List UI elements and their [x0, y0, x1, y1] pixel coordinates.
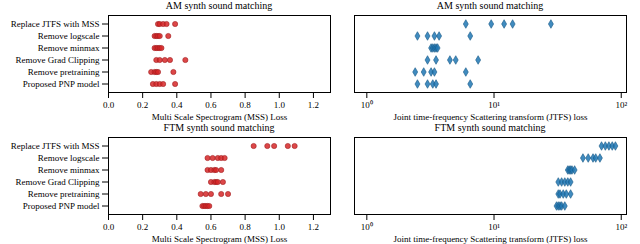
svg-text:Multi Scale Spectrogram (MSS): Multi Scale Spectrogram (MSS) Loss: [152, 112, 288, 122]
svg-text:Remove minmax: Remove minmax: [38, 165, 100, 175]
svg-text:Replace JTFS with MSS: Replace JTFS with MSS: [11, 19, 100, 29]
svg-text:Proposed PNP model: Proposed PNP model: [23, 201, 100, 211]
svg-text:0.0: 0.0: [103, 100, 115, 110]
svg-text:Remove pretraining: Remove pretraining: [28, 189, 100, 199]
svg-text:0.4: 0.4: [171, 100, 183, 110]
svg-text:0.2: 0.2: [137, 100, 148, 110]
svg-text:0.8: 0.8: [239, 100, 251, 110]
svg-text:Replace JTFS with MSS: Replace JTFS with MSS: [11, 141, 100, 151]
svg-text:0.0: 0.0: [103, 222, 115, 232]
svg-text:Proposed PNP model: Proposed PNP model: [23, 79, 100, 89]
svg-text:Remove minmax: Remove minmax: [38, 43, 100, 53]
html-text:FTM synth sound matching: FTM synth sound matching: [434, 122, 546, 133]
svg-text:1.0: 1.0: [274, 100, 286, 110]
svg-text:0.4: 0.4: [171, 222, 183, 232]
svg-text:Remove Grad Clipping: Remove Grad Clipping: [16, 177, 100, 187]
svg-text:10¹: 10¹: [488, 222, 500, 232]
svg-text:10⁰: 10⁰: [361, 222, 373, 232]
html-text:AM synth sound matching: AM synth sound matching: [165, 0, 273, 11]
svg-text:10¹: 10¹: [488, 100, 500, 110]
svg-text:Remove logscale: Remove logscale: [38, 31, 100, 41]
svg-text:Joint time-frequency Scatterin: Joint time-frequency Scattering transfor…: [393, 234, 588, 244]
svg-text:1.0: 1.0: [274, 222, 286, 232]
html-text:FTM synth sound matching: FTM synth sound matching: [163, 122, 275, 133]
svg-text:1.2: 1.2: [308, 222, 319, 232]
svg-text:0.6: 0.6: [205, 100, 217, 110]
svg-text:0.2: 0.2: [137, 222, 148, 232]
svg-text:Joint time-frequency Scatterin: Joint time-frequency Scattering transfor…: [393, 112, 588, 122]
svg-text:0.6: 0.6: [205, 222, 217, 232]
html-text:AM synth sound matching: AM synth sound matching: [436, 0, 544, 11]
svg-text:10²: 10²: [615, 222, 627, 232]
svg-text:Remove pretraining: Remove pretraining: [28, 67, 100, 77]
svg-text:1.2: 1.2: [308, 100, 319, 110]
svg-text:Remove Grad Clipping: Remove Grad Clipping: [16, 55, 100, 65]
svg-text:Remove logscale: Remove logscale: [38, 153, 100, 163]
svg-text:Multi Scale Spectrogram (MSS): Multi Scale Spectrogram (MSS) Loss: [152, 234, 288, 244]
svg-text:10²: 10²: [615, 100, 627, 110]
svg-text:10⁰: 10⁰: [361, 100, 373, 110]
svg-text:0.8: 0.8: [239, 222, 251, 232]
